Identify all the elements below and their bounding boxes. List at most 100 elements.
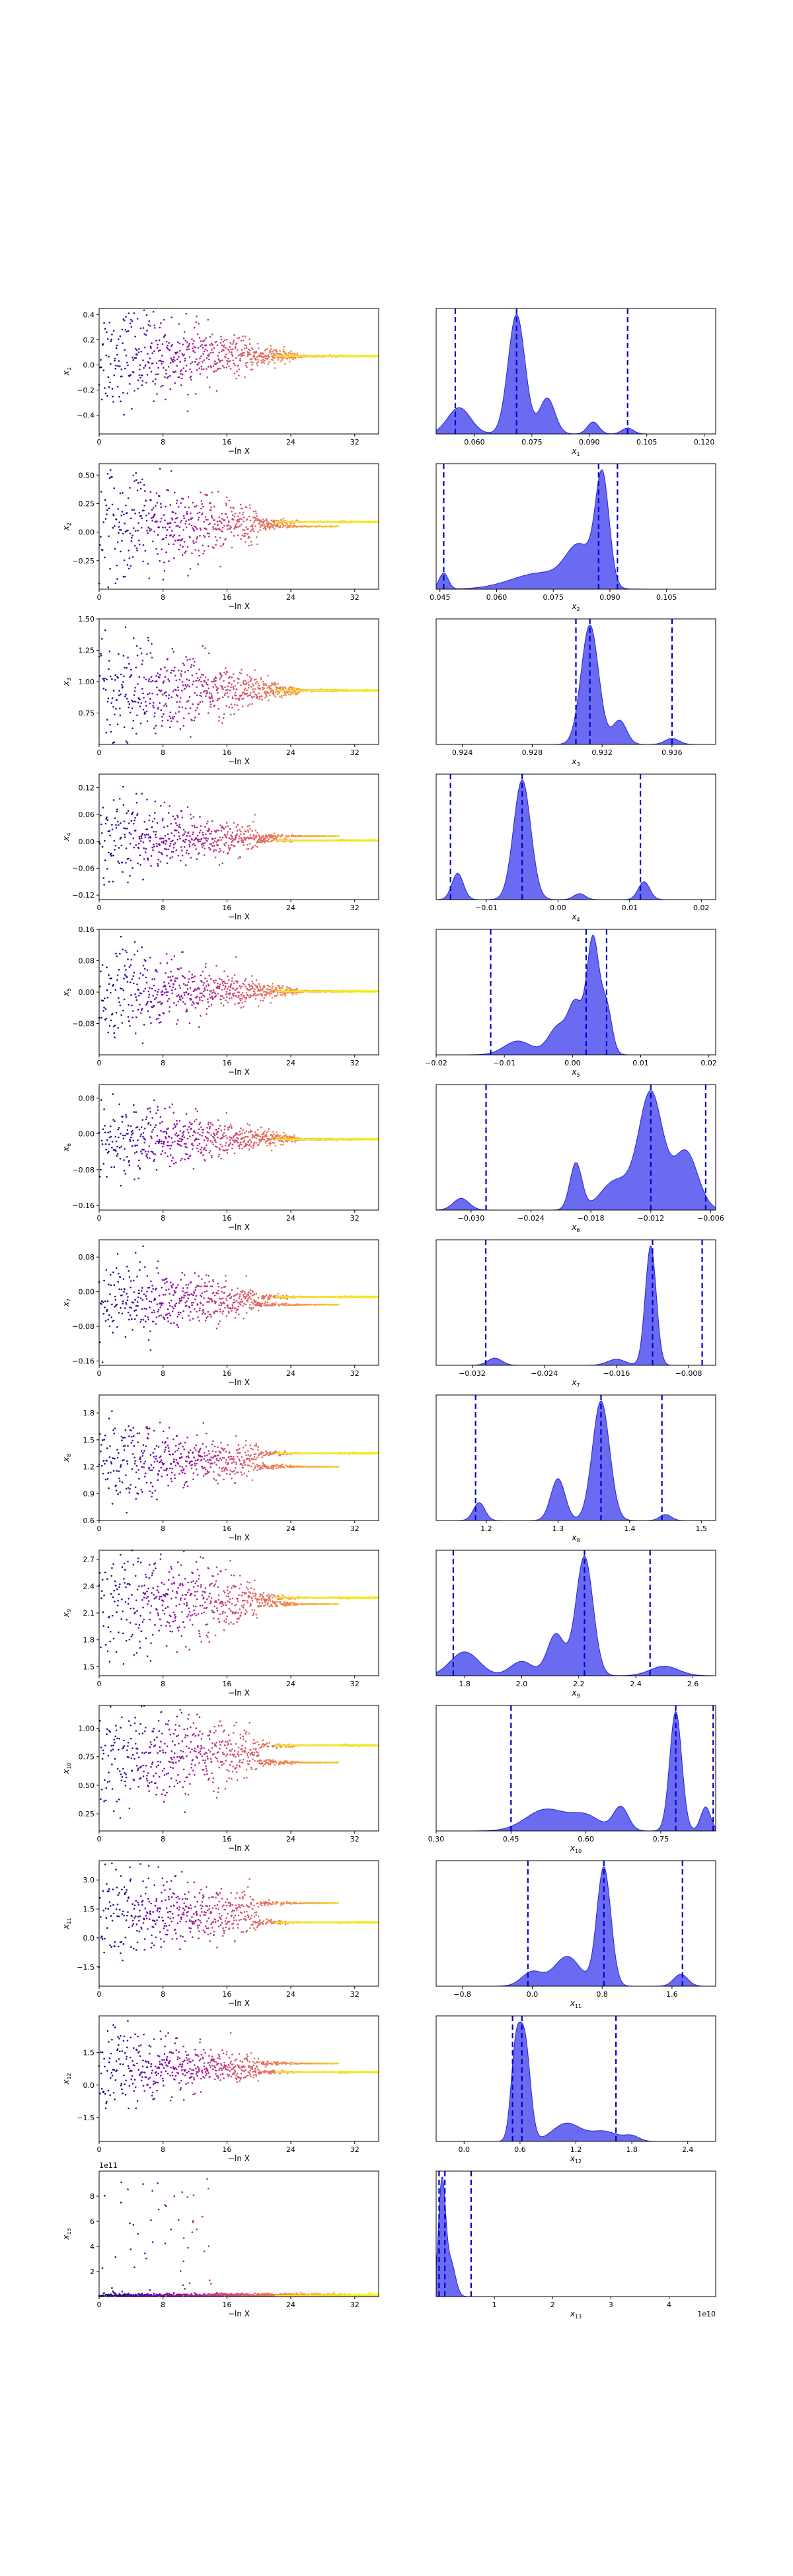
trace-point — [151, 362, 154, 365]
trace-point — [151, 846, 153, 849]
trace-point — [122, 655, 125, 657]
trace-point — [199, 373, 202, 375]
trace-point — [102, 343, 104, 345]
trace-point — [157, 991, 159, 993]
trace-point — [215, 363, 217, 365]
trace-point — [155, 997, 157, 999]
trace-point — [145, 364, 147, 367]
trace-point — [141, 1153, 143, 1155]
trace-point — [163, 680, 165, 682]
trace-point — [131, 707, 133, 709]
trace-point — [262, 353, 265, 355]
trace-point — [190, 363, 192, 365]
trace-point — [136, 318, 139, 320]
y-tick-label: −0.12 — [72, 891, 94, 900]
trace-point — [139, 838, 141, 840]
trace-point — [183, 1143, 186, 1145]
trace-point — [171, 1141, 174, 1143]
trace-point — [202, 685, 204, 688]
trace-point — [255, 536, 258, 538]
trace-point — [163, 705, 165, 707]
trace-point — [273, 832, 276, 834]
trace-point — [198, 1143, 201, 1145]
trace-point — [162, 694, 164, 696]
trace-point — [167, 489, 169, 491]
trace-point — [252, 820, 254, 823]
trace-point — [155, 680, 158, 682]
trace-point — [337, 525, 340, 527]
x-tick-label: 8 — [161, 438, 165, 447]
trace-point — [169, 976, 172, 978]
trace-point — [210, 342, 213, 345]
trace-point — [262, 680, 264, 683]
trace-point — [196, 694, 198, 696]
trace-point — [186, 806, 189, 808]
trace-point — [135, 645, 138, 647]
trace-point — [255, 836, 258, 838]
trace-point — [212, 686, 215, 688]
trace-point — [145, 314, 148, 316]
trace-point — [227, 844, 230, 847]
trace-point — [128, 1004, 130, 1006]
trace-point — [183, 846, 186, 848]
trace-point — [202, 552, 205, 555]
trace-point — [229, 689, 232, 692]
trace-point — [156, 520, 158, 522]
trace-point — [198, 668, 200, 670]
trace-point — [104, 1008, 107, 1010]
trace-point — [256, 696, 259, 698]
trace-point — [218, 716, 221, 718]
trace-point — [150, 1135, 152, 1137]
trace-point — [106, 700, 109, 703]
trace-point — [201, 1135, 204, 1137]
trace-point — [132, 701, 134, 703]
trace-point — [106, 966, 108, 968]
trace-point — [204, 826, 206, 828]
trace-point — [158, 526, 160, 528]
trace-point — [123, 726, 126, 729]
trace-point — [126, 828, 128, 830]
trace-point — [195, 672, 198, 675]
trace-point — [211, 333, 213, 336]
trace-point — [203, 837, 206, 839]
trace-point — [136, 814, 138, 816]
trace-point — [170, 958, 173, 961]
trace-point — [229, 682, 231, 684]
trace-point — [159, 349, 161, 351]
trace-point — [187, 345, 190, 347]
trace-point — [169, 1106, 170, 1108]
trace-point — [194, 1007, 197, 1009]
trace-point — [153, 830, 155, 833]
trace-point — [114, 357, 116, 360]
trace-point — [263, 997, 266, 999]
trace-point — [199, 701, 202, 703]
trace-point — [211, 515, 213, 517]
trace-point — [172, 690, 174, 692]
trace-point — [211, 680, 213, 683]
trace-point — [161, 990, 164, 992]
trace-point — [163, 842, 165, 844]
trace-point — [190, 375, 192, 378]
trace-point — [282, 524, 285, 527]
trace-point — [190, 666, 192, 668]
trace-point — [128, 375, 131, 377]
trace-point — [155, 492, 158, 495]
trace-point — [104, 629, 106, 631]
trace-point — [241, 523, 243, 526]
trace-point — [174, 359, 176, 362]
trace-point — [155, 373, 157, 376]
trace-point — [185, 991, 188, 993]
trace-point — [223, 519, 226, 521]
trace-point — [239, 503, 242, 506]
trace-point — [209, 978, 212, 980]
trace-point — [132, 474, 135, 477]
trace-point — [181, 690, 183, 692]
trace-point — [255, 979, 258, 982]
trace-point — [248, 703, 250, 705]
trace-point — [147, 532, 149, 534]
trace-point — [176, 814, 178, 816]
trace-point — [104, 499, 106, 501]
trace-point — [235, 522, 238, 525]
trace-point — [194, 824, 196, 827]
